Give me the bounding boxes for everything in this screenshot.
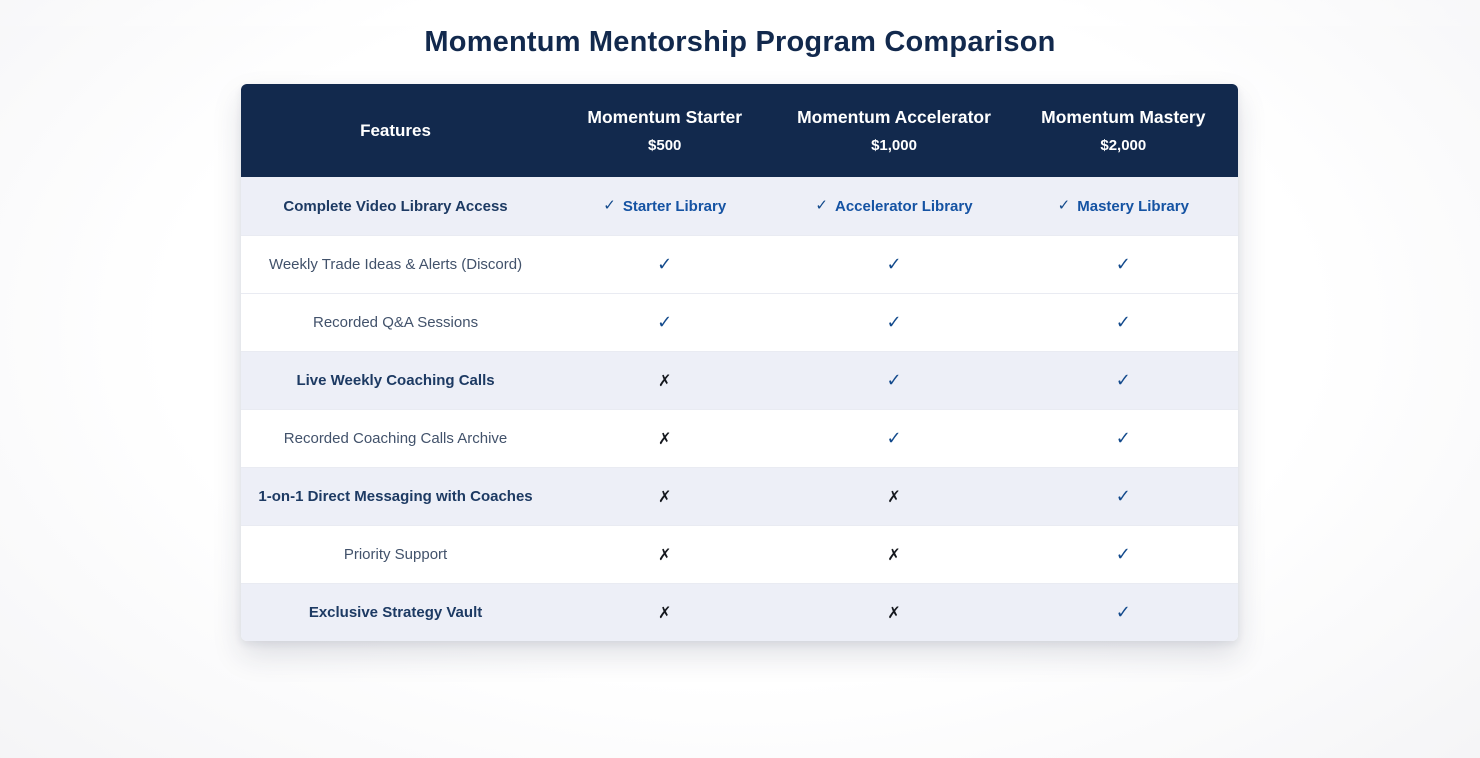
check-icon: ✓ <box>815 197 828 214</box>
starter-cell: ✗ <box>550 429 779 449</box>
cell-label: Starter Library <box>622 198 727 215</box>
check-icon: ✓ <box>886 370 902 390</box>
mastery-cell: ✓ <box>1009 370 1238 391</box>
table-row: Complete Video Library Access ✓ Starter L… <box>241 177 1238 235</box>
feature-label: Complete Video Library Access <box>283 197 508 215</box>
cross-icon: ✗ <box>887 488 901 506</box>
check-icon: ✓ <box>886 428 902 448</box>
check-icon: ✓ <box>603 197 616 214</box>
table-row: Recorded Coaching Calls Archive ✗ ✓ ✓ <box>241 409 1238 467</box>
cross-icon: ✗ <box>658 430 672 448</box>
starter-cell: ✓ <box>550 254 779 275</box>
feature-label: Recorded Coaching Calls Archive <box>283 430 508 447</box>
column-header-accelerator: Momentum Accelerator $1,000 <box>779 107 1008 154</box>
accelerator-cell: ✓ <box>779 370 1008 391</box>
feature-label: 1-on-1 Direct Messaging with Coaches <box>258 488 533 505</box>
cross-icon: ✗ <box>658 488 672 506</box>
cross-icon: ✗ <box>887 546 901 564</box>
accelerator-cell: ✗ <box>779 487 1008 507</box>
starter-cell: ✗ <box>550 545 779 565</box>
accelerator-cell: ✓ <box>779 254 1008 275</box>
cross-icon: ✗ <box>658 546 672 564</box>
feature-label: Exclusive Strategy Vault <box>308 604 483 621</box>
check-icon: ✓ <box>1115 254 1131 274</box>
starter-cell: ✓ <box>550 312 779 333</box>
table-header-row: Features Momentum Starter $500 Momentum … <box>241 84 1238 177</box>
table-row: Priority Support ✗ ✗ ✓ <box>241 525 1238 583</box>
feature-label: Live Weekly Coaching Calls <box>296 372 495 389</box>
program-price: $2,000 <box>1100 137 1147 154</box>
page-title: Momentum Mentorship Program Comparison <box>424 26 1056 58</box>
table-row: Live Weekly Coaching Calls ✗ ✓ ✓ <box>241 351 1238 409</box>
check-icon: ✓ <box>1115 602 1131 622</box>
check-icon: ✓ <box>1115 486 1131 506</box>
check-icon: ✓ <box>1115 370 1131 390</box>
feature-label: Recorded Q&A Sessions <box>312 314 479 331</box>
accelerator-cell: ✗ <box>779 545 1008 565</box>
accelerator-cell: ✓ <box>779 428 1008 449</box>
cell-label: Accelerator Library <box>835 198 973 215</box>
mastery-cell: ✓ <box>1009 428 1238 449</box>
feature-label: Weekly Trade Ideas & Alerts (Discord) <box>268 256 523 273</box>
cross-icon: ✗ <box>658 372 672 390</box>
mastery-cell: ✓ Mastery Library <box>1009 196 1238 216</box>
starter-cell: ✗ <box>550 371 779 391</box>
program-name: Momentum Accelerator <box>797 107 991 127</box>
check-icon: ✓ <box>657 254 673 274</box>
table-row: Exclusive Strategy Vault ✗ ✗ ✓ <box>241 583 1238 641</box>
mastery-cell: ✓ <box>1009 602 1238 623</box>
starter-cell: ✗ <box>550 603 779 623</box>
table-row: Weekly Trade Ideas & Alerts (Discord) ✓ … <box>241 235 1238 293</box>
table-body: Complete Video Library Access ✓ Starter L… <box>241 177 1238 641</box>
cell-label: Mastery Library <box>1077 198 1189 215</box>
page: Momentum Mentorship Program Comparison F… <box>0 26 1480 641</box>
cross-icon: ✗ <box>658 604 672 622</box>
mastery-cell: ✓ <box>1009 544 1238 565</box>
column-header-starter: Momentum Starter $500 <box>550 107 779 154</box>
mastery-cell: ✓ <box>1009 486 1238 507</box>
check-icon: ✓ <box>657 312 673 332</box>
column-header-features: Features <box>360 120 431 140</box>
table-row: 1-on-1 Direct Messaging with Coaches ✗ ✗… <box>241 467 1238 525</box>
comparison-table: Features Momentum Starter $500 Momentum … <box>241 84 1238 641</box>
program-name: Momentum Mastery <box>1041 107 1206 127</box>
feature-label: Priority Support <box>343 546 448 563</box>
program-price: $500 <box>648 137 682 154</box>
column-header-mastery: Momentum Mastery $2,000 <box>1009 107 1238 154</box>
check-icon: ✓ <box>1115 428 1131 448</box>
check-icon: ✓ <box>1115 544 1131 564</box>
program-price: $1,000 <box>871 137 917 154</box>
check-icon: ✓ <box>1057 197 1071 214</box>
cross-icon: ✗ <box>887 604 901 622</box>
starter-cell: ✓ Starter Library <box>550 196 779 216</box>
accelerator-cell: ✓ <box>779 312 1008 333</box>
check-icon: ✓ <box>886 312 902 332</box>
check-icon: ✓ <box>1115 312 1131 332</box>
table-row: Recorded Q&A Sessions ✓ ✓ ✓ <box>241 293 1238 351</box>
program-name: Momentum Starter <box>587 107 743 127</box>
mastery-cell: ✓ <box>1009 254 1238 275</box>
accelerator-cell: ✗ <box>779 603 1008 623</box>
check-icon: ✓ <box>886 254 902 274</box>
starter-cell: ✗ <box>550 487 779 507</box>
mastery-cell: ✓ <box>1009 312 1238 333</box>
accelerator-cell: ✓ Accelerator Library <box>779 196 1008 216</box>
